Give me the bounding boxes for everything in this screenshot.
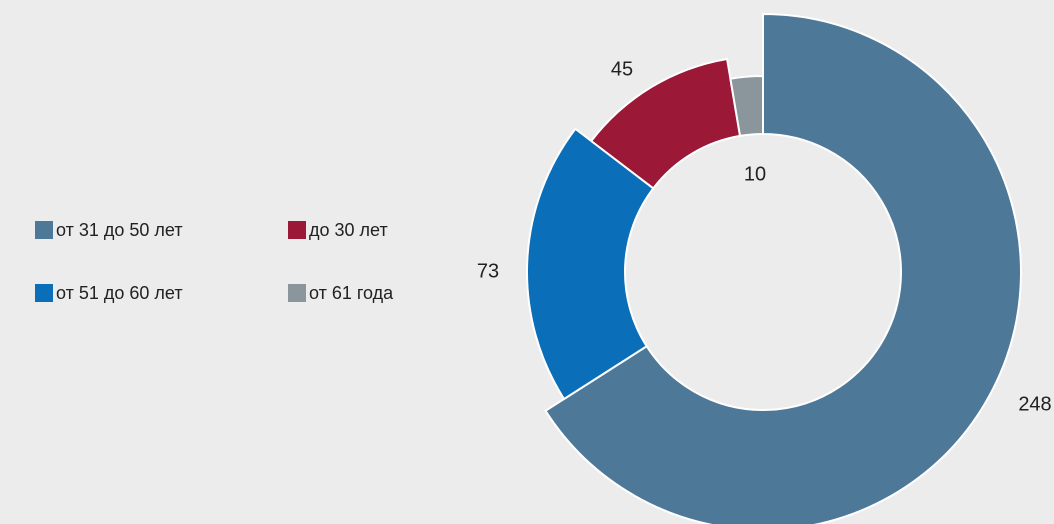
legend-swatch [288, 221, 306, 239]
donut-slice [589, 57, 742, 190]
legend-swatch [288, 284, 306, 302]
legend-label: до 30 лет [309, 220, 388, 240]
legend-label: от 61 года [309, 283, 394, 303]
legend-label: от 31 до 50 лет [56, 220, 183, 240]
data-label: 248 [1018, 393, 1051, 415]
legend-label: от 51 до 60 лет [56, 283, 183, 303]
donut-slice [544, 12, 1022, 524]
donut-slice [526, 127, 655, 401]
legend-swatch [35, 221, 53, 239]
donut-slice [729, 74, 764, 138]
data-label: 73 [477, 260, 499, 282]
data-label: 45 [611, 58, 633, 80]
data-label: 10 [744, 163, 766, 185]
legend-swatch [35, 284, 53, 302]
